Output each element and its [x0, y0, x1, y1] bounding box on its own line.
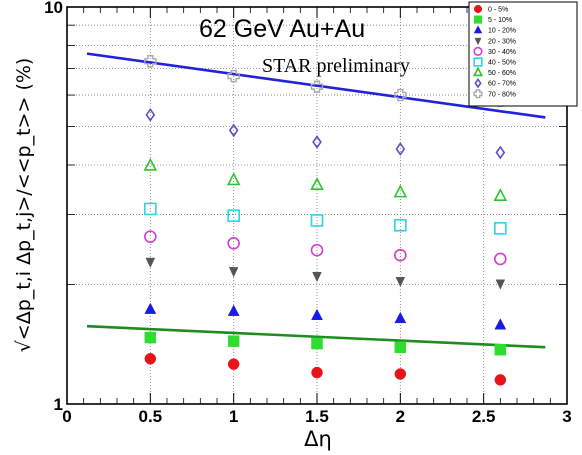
data-point: [494, 343, 507, 356]
data-point: [494, 222, 507, 235]
data-point: [394, 248, 407, 262]
legend-marker: [473, 46, 483, 57]
y-tick-label: 10: [44, 0, 63, 17]
data-point: [310, 177, 324, 190]
data-point: [144, 302, 157, 314]
legend-entry: 10 - 20%: [488, 28, 516, 35]
legend-marker: [474, 37, 482, 46]
legend-marker: [473, 4, 483, 14]
data-point: [144, 55, 157, 68]
data-point: [143, 157, 158, 171]
y-axis-title-text: √<Δp_t,i Δp_t,j>/<<p_t>> (%): [13, 58, 35, 353]
fit-line: [86, 324, 546, 349]
x-tick-label: 3: [562, 407, 571, 426]
data-point: [394, 368, 407, 380]
legend-marker: [473, 57, 483, 67]
data-point: [311, 337, 323, 350]
data-point: [227, 209, 240, 223]
legend-entry: 0 - 5%: [488, 7, 508, 14]
x-tick-label: 2: [396, 407, 405, 426]
legend-box: [468, 1, 578, 107]
fit-lines: [86, 52, 546, 349]
data-point: [145, 257, 156, 268]
data-point: [311, 366, 323, 379]
x-tick-label: 0: [62, 407, 71, 426]
legend-entry: 5 - 10%: [488, 17, 512, 24]
data-point: [494, 318, 507, 330]
data-point: [228, 123, 239, 138]
data-point: [395, 276, 406, 288]
data-point: [495, 145, 506, 160]
legend-entry: 40 - 50%: [488, 60, 516, 67]
data-point: [227, 236, 240, 250]
y-axis-title: √<Δp_t,i Δp_t,j>/<<p_t>> (%): [13, 58, 35, 353]
data-point: [395, 142, 406, 156]
data-point: [227, 358, 240, 370]
data-point: [144, 230, 157, 243]
data-point: [312, 135, 322, 149]
data-point: [145, 107, 156, 122]
fit-line: [86, 52, 546, 119]
data-point: [226, 172, 241, 186]
data-point: [310, 214, 324, 227]
data-point: [227, 69, 240, 83]
data-point: [227, 304, 240, 316]
data-point: [495, 279, 506, 290]
legend-marker: [473, 25, 483, 34]
data-point: [144, 331, 157, 344]
data-point: [144, 353, 157, 365]
data-point: [228, 267, 239, 278]
data-point: [394, 341, 407, 353]
legend: 0 - 5% 5 - 10% 10 - 20% 20 - 30% 30 - 40% 40 …: [468, 1, 578, 107]
chart-title: 62 GeV Au+Au: [199, 15, 365, 43]
data-point: [394, 311, 407, 324]
x-tick-label: 2.5: [472, 407, 496, 426]
legend-entry: 60 - 70%: [488, 81, 516, 88]
data-point: [311, 308, 323, 320]
data-point: [394, 218, 407, 232]
data-point: [227, 335, 240, 347]
legend-entry: 20 - 30%: [488, 38, 516, 45]
legend-marker: [473, 89, 483, 99]
data-point: [494, 374, 507, 386]
data-point: [144, 202, 157, 216]
data-point: [394, 88, 407, 102]
data-point: [393, 184, 408, 198]
x-tick-label: 0.5: [139, 407, 163, 426]
tick-labels: 0 0.5 1 1.5 2 2.5 3 1 10: [44, 0, 572, 426]
legend-entry: 70 - 80%: [488, 91, 516, 98]
data-point: [312, 271, 322, 283]
legend-marker: [472, 66, 484, 77]
data-point: [310, 243, 324, 257]
x-axis-title: Δη: [304, 427, 332, 451]
legend-marker: [474, 78, 482, 89]
data-point: [310, 80, 324, 93]
x-tick-label: 1: [229, 407, 238, 426]
legend-marker: [473, 15, 483, 24]
data-point: [493, 188, 508, 201]
legend-entry: 30 - 40%: [488, 49, 516, 56]
x-tick-label: 1.5: [305, 407, 329, 426]
y-tick-label: 1: [54, 395, 63, 414]
data-points: [143, 55, 508, 386]
data-point: [494, 252, 507, 266]
chart-subtitle: STAR preliminary: [262, 55, 410, 77]
legend-entry: 50 - 60%: [488, 70, 516, 77]
